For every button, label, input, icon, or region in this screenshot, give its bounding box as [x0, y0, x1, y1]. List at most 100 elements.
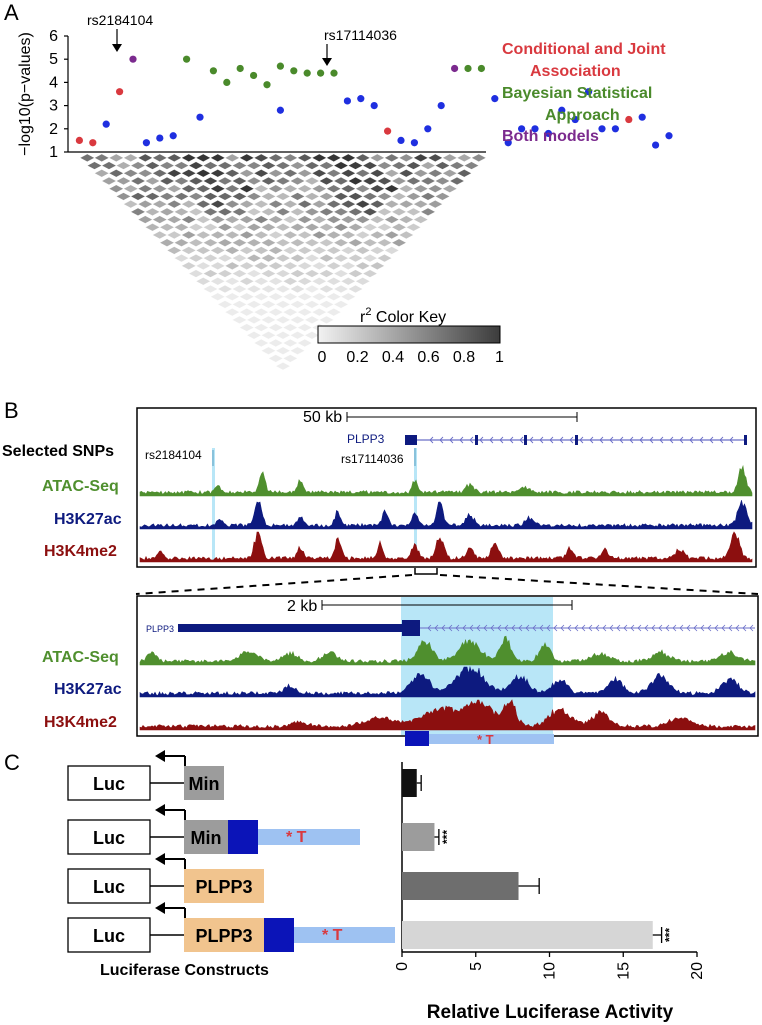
ld-cell [369, 246, 385, 255]
ld-cell [413, 215, 429, 224]
ld-cell [311, 292, 327, 301]
ld-cell [181, 230, 197, 240]
ld-cell [210, 200, 226, 209]
ld-cell [231, 161, 248, 170]
ld-cell [362, 161, 378, 170]
ld-cell [304, 238, 320, 247]
gene-label: PLPP3 [347, 432, 385, 446]
strand-chevron [714, 624, 719, 632]
ld-cell [231, 207, 248, 216]
ld-cell [289, 207, 306, 216]
ld-cell [152, 169, 168, 178]
ld-cell [224, 169, 240, 178]
x-tick-label: 0 [394, 962, 411, 971]
ld-cell [384, 215, 400, 224]
ld-cell [260, 161, 277, 170]
strand-chevron [630, 624, 635, 632]
strand-chevron [699, 436, 704, 444]
snp-point [276, 62, 284, 70]
snp-point [558, 106, 566, 114]
ld-cell [326, 184, 342, 193]
ld-cell [297, 338, 313, 348]
zoom-track-label-h3k27ac: H3K27ac [54, 681, 122, 698]
ld-cell [144, 223, 161, 232]
ld-cell [217, 254, 233, 263]
snp-point [343, 97, 351, 105]
legend-conditional: Conditional and Joint [502, 41, 666, 58]
ld-cell [275, 269, 291, 278]
ld-cell [195, 277, 211, 286]
ld-cell [289, 284, 306, 294]
ld-cell [362, 223, 378, 232]
strand-chevron [689, 436, 694, 444]
ld-cell [318, 238, 335, 247]
ld-cell [224, 246, 240, 255]
snp-point [317, 69, 325, 77]
ld-cell [268, 292, 284, 301]
snp-point [196, 113, 204, 121]
strand-chevron [651, 624, 656, 632]
strand-chevron [679, 436, 684, 444]
ld-cell [376, 223, 393, 232]
color-key-tick: 0.4 [382, 349, 404, 366]
strand-chevron [569, 436, 574, 444]
strand-chevron [439, 436, 444, 444]
strand-chevron [589, 436, 594, 444]
ld-cell [391, 176, 407, 186]
ld-cell [297, 200, 313, 209]
ld-cell [318, 315, 335, 324]
snp-point [598, 125, 606, 133]
ld-cell [159, 207, 175, 216]
snp-point [518, 125, 526, 133]
tss-arrowhead [155, 750, 165, 762]
ld-cell [195, 246, 211, 255]
ld-cell [188, 223, 204, 232]
ld-cell [326, 308, 342, 317]
ld-cell [311, 184, 327, 193]
ld-cell [420, 161, 436, 170]
ld-cell [224, 308, 240, 317]
enhancer-core [228, 820, 258, 854]
ld-cell [340, 153, 356, 162]
ld-cell [188, 161, 204, 170]
ld-cell [260, 315, 277, 324]
ld-cell [115, 161, 132, 170]
ld-cell [289, 254, 306, 263]
ld-cell [318, 161, 335, 170]
strand-chevron [489, 436, 494, 444]
color-key-tick: 0.8 [453, 349, 475, 366]
enhancer-allele: * T [322, 927, 343, 944]
ld-cell [224, 230, 240, 240]
ld-cell [210, 261, 226, 270]
ld-cell [289, 346, 306, 355]
ld-cell [289, 223, 306, 232]
ld-cell [268, 200, 284, 209]
ld-cell [224, 184, 240, 193]
ld-cell [333, 223, 349, 232]
tss-arrowhead [155, 804, 165, 816]
ld-cell [297, 323, 313, 332]
ld-cell [391, 238, 407, 247]
promoter-label: PLPP3 [195, 877, 252, 897]
strand-chevron [693, 624, 698, 632]
strand-chevron [559, 436, 564, 444]
snp-point [410, 139, 418, 147]
ld-cell [188, 207, 204, 216]
ld-cell [340, 277, 356, 286]
ld-cell [304, 223, 320, 232]
ld-cell [268, 153, 284, 162]
ld-cell [398, 215, 414, 224]
legend-bayesian: Bayesian Statistical [502, 85, 652, 102]
snp-point [250, 71, 258, 80]
strand-chevron [546, 624, 551, 632]
x-tick-label: 20 [689, 962, 706, 980]
ld-cell [398, 169, 414, 178]
strand-chevron [532, 624, 537, 632]
ld-cell [282, 215, 298, 224]
ld-cell [318, 192, 335, 201]
snp-point [665, 132, 673, 140]
luc-label: Luc [93, 877, 125, 897]
gene-exon [405, 435, 417, 445]
strand-chevron [595, 624, 600, 632]
x-tick-label: 10 [542, 962, 559, 980]
